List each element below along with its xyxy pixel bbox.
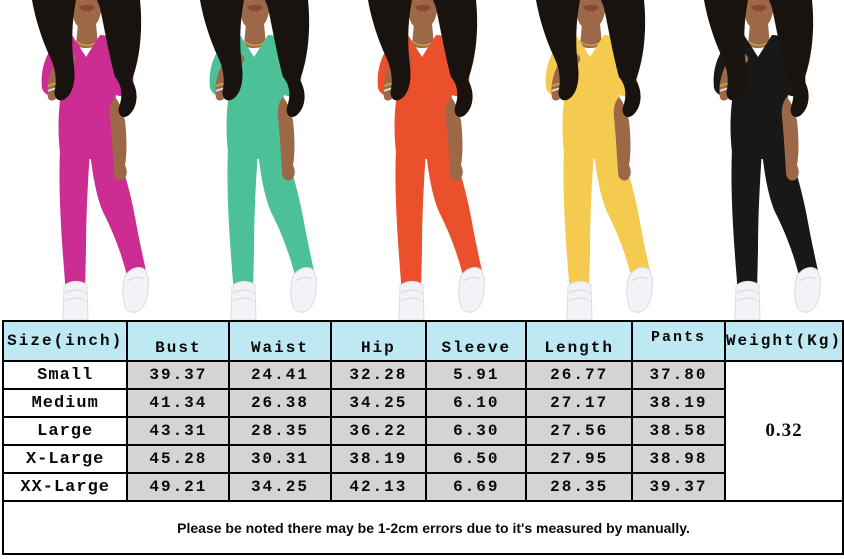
model-illustration — [32, 0, 149, 320]
value-cell: 49.21 — [126, 472, 231, 502]
model-lips — [583, 4, 599, 12]
size-row-large: Large 43.31 28.35 36.22 6.30 27.56 38.58 — [1, 416, 843, 446]
sock-slouch-lines — [400, 276, 481, 302]
hair — [32, 0, 142, 118]
model-illustration — [200, 0, 317, 320]
leggings — [59, 146, 146, 294]
header-pants: Pants — [630, 320, 726, 362]
value-cell: 26.38 — [228, 388, 332, 418]
size-row-medium: Medium 41.34 26.38 34.25 6.10 27.17 38.1… — [1, 388, 843, 418]
leggings — [395, 146, 482, 294]
sock-slouch-lines — [568, 276, 649, 302]
value-cell: 28.35 — [525, 472, 633, 502]
value-cell: 32.28 — [329, 360, 428, 390]
value-cell: 6.69 — [425, 472, 528, 502]
sock-slouch-lines — [736, 276, 817, 302]
header-hip: Hip — [329, 320, 428, 362]
model-lips — [247, 4, 263, 12]
header-bust: Bust — [126, 320, 231, 362]
measurement-note: Please be noted there may be 1-2cm error… — [2, 500, 844, 555]
size-label: Medium — [1, 388, 129, 418]
leggings — [227, 146, 314, 294]
size-label: Large — [1, 416, 129, 446]
value-cell: 30.31 — [228, 444, 332, 474]
model-lips — [751, 4, 767, 12]
header-waist: Waist — [228, 320, 332, 362]
value-cell: 6.30 — [425, 416, 528, 446]
hair — [368, 0, 478, 118]
header-weight-kg: Weight(Kg) — [723, 320, 844, 362]
model-illustration — [536, 0, 653, 320]
size-row-small: Small 39.37 24.41 32.28 5.91 26.77 37.80… — [1, 360, 844, 502]
value-cell: 45.28 — [126, 444, 231, 474]
model-lips — [79, 4, 95, 12]
value-cell: 27.17 — [525, 388, 633, 418]
size-label: XX-Large — [1, 472, 129, 502]
size-label: Small — [1, 360, 129, 390]
value-cell: 43.31 — [126, 416, 231, 446]
value-cell: 34.25 — [329, 388, 428, 418]
header-length: Length — [525, 320, 633, 362]
value-cell: 38.58 — [630, 416, 726, 446]
value-cell: 24.41 — [228, 360, 332, 390]
value-cell: 36.22 — [329, 416, 428, 446]
value-cell: 6.50 — [425, 444, 528, 474]
value-cell: 26.77 — [525, 360, 633, 390]
header-size-inch: Size(inch) — [1, 320, 129, 362]
value-cell: 34.25 — [228, 472, 332, 502]
model-photo-mint-green — [170, 0, 338, 320]
model-lips — [415, 4, 431, 12]
header-sleeve: Sleeve — [425, 320, 528, 362]
value-cell: 5.91 — [425, 360, 528, 390]
model-gallery — [2, 0, 842, 320]
model-photo-orange — [338, 0, 506, 320]
value-cell: 6.10 — [425, 388, 528, 418]
sock-slouch-lines — [232, 276, 313, 302]
value-cell: 39.37 — [126, 360, 231, 390]
value-cell: 38.98 — [630, 444, 726, 474]
hair — [200, 0, 310, 118]
value-cell: 41.34 — [126, 388, 231, 418]
value-cell: 39.37 — [630, 472, 726, 502]
leggings — [563, 146, 650, 294]
size-chart-table: Size(inch) Bust Waist Hip Sleeve Length … — [1, 320, 844, 555]
value-cell: 27.95 — [525, 444, 633, 474]
model-photo-black — [674, 0, 842, 320]
value-cell: 37.80 — [630, 360, 726, 390]
value-cell: 27.56 — [525, 416, 633, 446]
leggings — [731, 146, 818, 294]
size-chart-header-row: Size(inch) Bust Waist Hip Sleeve Length … — [1, 320, 844, 362]
model-photo-yellow — [506, 0, 674, 320]
hair — [536, 0, 646, 118]
measurement-note-row: Please be noted there may be 1-2cm error… — [2, 500, 844, 555]
socks — [62, 267, 149, 320]
hair — [704, 0, 814, 118]
size-row-x-large: X-Large 45.28 30.31 38.19 6.50 27.95 38.… — [1, 444, 843, 474]
model-illustration — [368, 0, 485, 320]
sock-slouch-lines — [64, 276, 145, 302]
weight-value: 0.32 — [723, 360, 844, 502]
value-cell: 42.13 — [329, 472, 428, 502]
value-cell: 38.19 — [329, 444, 428, 474]
model-photo-hot-pink — [2, 0, 170, 320]
value-cell: 38.19 — [630, 388, 726, 418]
size-row-xx-large: XX-Large 49.21 34.25 42.13 6.69 28.35 39… — [1, 472, 843, 502]
model-illustration — [704, 0, 821, 320]
value-cell: 28.35 — [228, 416, 332, 446]
size-label: X-Large — [1, 444, 129, 474]
